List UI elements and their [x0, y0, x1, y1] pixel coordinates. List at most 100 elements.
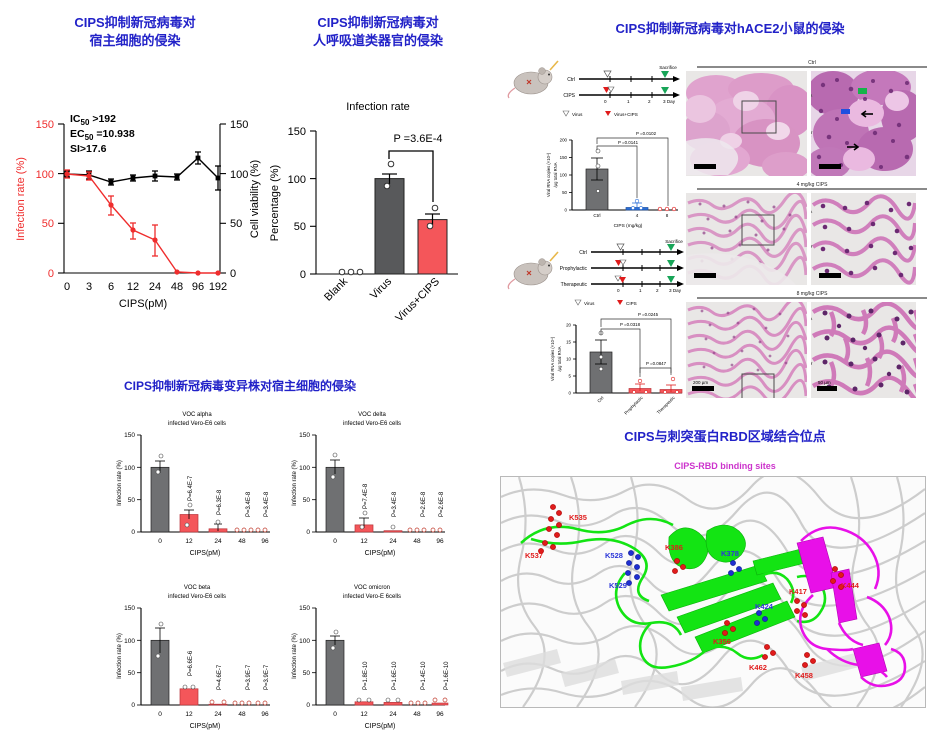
svg-text:0: 0 — [131, 529, 135, 536]
voc-alpha-p-48: P=3.4E-8 — [246, 491, 252, 517]
tl1-sacrifice: Sacrifice — [659, 65, 677, 70]
voc-alpha-chart: VOC alpha infected Vero-E6 cells 0 50 100 1… — [105, 405, 285, 565]
panel-voc-variants-title: CIPS抑制新冠病毒变异株对宿主细胞的侵染 — [30, 378, 450, 394]
svg-text:0: 0 — [333, 538, 337, 545]
histology-band-4mgkg: 4 mg/kg CIPS — [697, 182, 927, 190]
voc-alpha-p-24: P=6.3E-8 — [217, 489, 223, 515]
tl1-day3: 3 Day — [663, 99, 676, 104]
voc-beta-p-12: P=6.6E-6 — [188, 650, 194, 676]
svg-text:96: 96 — [436, 711, 444, 718]
residue-label-K386: K386 — [665, 543, 683, 552]
tl2-row-pro: Prophylactic — [560, 266, 588, 272]
organoid-bar-chart: Infection rate 0 50 100 150 Percentage (… — [258, 96, 483, 324]
svg-text:50: 50 — [128, 497, 136, 504]
svg-text:0: 0 — [131, 702, 135, 709]
histology-row-ctrl — [686, 71, 938, 176]
bar-virus-cips — [417, 204, 448, 275]
y-axis-label: Percentage (%) — [269, 165, 281, 241]
voc-alpha-title-1: VOC alpha — [182, 412, 212, 418]
voc-delta-p-48: P=2.6E-8 — [421, 491, 427, 517]
svg-text:12: 12 — [360, 711, 368, 718]
b1-xlabel: CIPS (mg/kg) — [614, 223, 643, 229]
xtick-24: 24 — [149, 281, 161, 293]
b1-ytick-200: 200 — [560, 138, 568, 143]
svg-text:48: 48 — [413, 711, 421, 718]
panel5-title: CIPS抑制新冠病毒变异株对宿主细胞的侵染 — [123, 379, 356, 393]
voc-beta-title-1: VOC beta — [184, 585, 211, 591]
timeline-diagram-1: Ctrl CIPS Sacrifice 0 1 2 3 Day Virus Vi… — [505, 58, 690, 120]
x-tick-labels: 0 3 6 12 24 48 96 192 — [64, 281, 227, 293]
svg-text:96: 96 — [261, 711, 269, 718]
svg-text:0: 0 — [158, 538, 162, 545]
ic50-annotations: IC50 >192 EC50 =10.938 SI>17.6 — [70, 113, 135, 155]
bar-blank — [338, 268, 364, 276]
xtick-blank: Blank — [322, 275, 350, 303]
b2-xtick-ther: Therapeutic — [656, 395, 676, 415]
residue-label-K424: K424 — [755, 602, 773, 611]
b1-ytick-50: 50 — [562, 190, 567, 195]
voc-delta-p-24: P=3.4E-8 — [392, 491, 398, 517]
svg-text:0: 0 — [158, 711, 162, 718]
svg-text:150: 150 — [124, 605, 135, 612]
tl1-row-ctrl: Ctrl — [567, 77, 575, 83]
rbd-subtitle-text: CIPS-RBD binding sites — [674, 461, 776, 471]
residue-label-K444: K444 — [841, 581, 859, 590]
voc-omicron-p-24: P=1.6E-10 — [392, 661, 398, 690]
black-arrow-markers — [847, 110, 873, 151]
voc-omicron-ylabel: Infection rate (%) — [292, 633, 298, 679]
y-ticks: 0 50 100 150 — [288, 126, 316, 281]
svg-text:0: 0 — [333, 711, 337, 718]
series-infection-rate — [64, 169, 221, 276]
ytick-100: 100 — [288, 174, 306, 186]
svg-text:100: 100 — [124, 638, 135, 645]
b1-bar-4mgkg — [625, 198, 649, 211]
tl2-legend-virus: Virus — [584, 301, 595, 306]
voc-omicron-title-1: VOC omicron — [354, 585, 390, 591]
ytick-right-100: 100 — [230, 169, 248, 181]
voc-beta-bars — [150, 621, 268, 706]
residue-label-K378: K378 — [721, 549, 739, 558]
residue-label-K356: K356 — [713, 637, 731, 646]
histology-image-8mgkg-low: 200 µm — [686, 302, 807, 398]
tl2-day3: 3 Day — [669, 288, 682, 293]
svg-text:100: 100 — [299, 638, 310, 645]
green-arrowhead-marker — [858, 88, 867, 94]
svg-text:150: 150 — [299, 432, 310, 439]
virus-cips-marker-1 — [603, 87, 610, 93]
b2-ytick-10: 10 — [566, 357, 571, 362]
svg-text:96: 96 — [436, 538, 444, 545]
blue-arrowhead-marker — [841, 109, 850, 114]
b2-pvalue-1: P =0.0245 — [638, 312, 659, 317]
panel1-title: CIPS抑制新冠病毒对 宿主细胞的侵染 — [74, 15, 196, 48]
b2-xtick-pro: Prophylactic — [623, 395, 644, 416]
histology-image-ctrl-high — [811, 71, 916, 176]
voc-beta-p-24: P=4.6E-7 — [217, 664, 223, 690]
b2-ytick-15: 15 — [566, 340, 571, 345]
voc-delta-p-96: P=2.6E-8 — [439, 491, 445, 517]
voc-alpha-xlabel: CIPS(pM) — [190, 550, 221, 557]
xtick-12: 12 — [127, 281, 139, 293]
tl1-row-cips: CIPS — [563, 93, 575, 99]
histology-row-4mgkg — [686, 193, 938, 285]
svg-text:24: 24 — [214, 711, 222, 718]
b2-ytick-0: 0 — [569, 391, 572, 396]
residue-label-K462: K462 — [749, 663, 767, 672]
mouse-viral-rna-regimen-chart: 0 5 10 15 20 Viral RNA copies (×10⁴) /µg… — [530, 305, 698, 416]
b1-ytick-150: 150 — [560, 155, 568, 160]
ytick-0: 0 — [300, 269, 306, 281]
svg-text:100: 100 — [124, 465, 135, 472]
svg-text:48: 48 — [238, 538, 246, 545]
tl2-day0: 0 — [617, 288, 620, 293]
svg-text:96: 96 — [261, 538, 269, 545]
xtick-virus: Virus — [368, 275, 394, 301]
histology-image-8mgkg-high: 50 µm — [811, 302, 916, 398]
voc-delta-title-2: infected Vero-E6 cells — [343, 421, 401, 427]
svg-text:50: 50 — [303, 670, 311, 677]
voc-alpha-bars — [150, 453, 268, 533]
voc-beta-p-96: P=3.9E-7 — [264, 664, 270, 690]
y-ticks-left: 0 50 100 150 — [36, 119, 64, 280]
tl2-legend-cips: CIPS — [626, 301, 637, 306]
b1-xtick-8: 8 — [666, 213, 669, 218]
panel3-title: CIPS抑制新冠病毒对hACE2小鼠的侵染 — [615, 21, 845, 36]
b1-bar-8mgkg — [657, 206, 677, 212]
